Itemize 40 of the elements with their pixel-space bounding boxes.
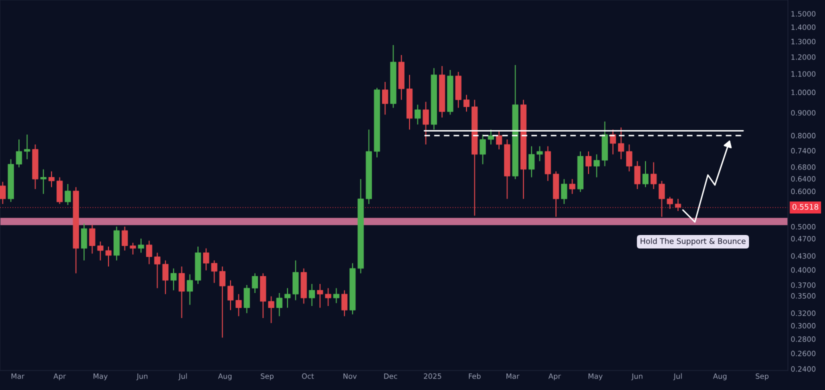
candlestick bbox=[0, 181, 6, 204]
candlestick bbox=[610, 129, 616, 155]
candlestick bbox=[40, 168, 46, 194]
candlestick bbox=[138, 238, 144, 254]
candlestick bbox=[674, 198, 682, 212]
candlestick bbox=[341, 290, 348, 317]
candlestick bbox=[16, 138, 22, 168]
candlestick bbox=[252, 272, 258, 294]
candlestick bbox=[316, 283, 324, 308]
candlestick bbox=[64, 184, 71, 206]
candlestick bbox=[463, 94, 470, 112]
candlestick bbox=[569, 178, 576, 194]
candlestick bbox=[292, 260, 299, 301]
candlestick bbox=[276, 292, 282, 317]
candlestick bbox=[642, 160, 649, 188]
candlestick bbox=[268, 296, 274, 324]
candlestick bbox=[56, 176, 63, 204]
candlestick bbox=[170, 268, 177, 291]
candlestick bbox=[81, 223, 88, 261]
candlestick bbox=[178, 266, 185, 319]
candlestick bbox=[236, 294, 242, 317]
candlestick bbox=[48, 170, 55, 188]
candlestick bbox=[585, 150, 592, 174]
candlestick bbox=[422, 101, 429, 145]
candlestick bbox=[561, 178, 568, 204]
candlestick bbox=[227, 280, 234, 311]
candlestick bbox=[186, 274, 193, 306]
candlestick bbox=[414, 104, 421, 125]
candlestick bbox=[284, 288, 291, 308]
candlestick bbox=[325, 288, 332, 306]
candlestick bbox=[455, 71, 462, 108]
candlestick bbox=[162, 260, 168, 295]
candlestick bbox=[244, 284, 250, 314]
candlestick bbox=[496, 130, 502, 150]
candlestick bbox=[382, 81, 388, 116]
candlestick bbox=[333, 288, 340, 304]
candlestick bbox=[308, 283, 315, 306]
candlestick bbox=[544, 146, 551, 182]
candlestick bbox=[24, 134, 30, 160]
candlestick bbox=[105, 246, 112, 267]
